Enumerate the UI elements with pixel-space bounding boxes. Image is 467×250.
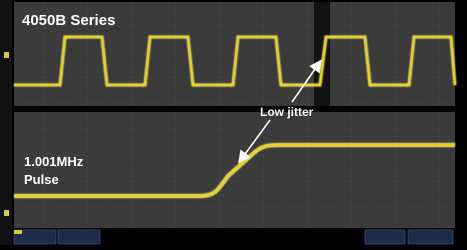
bottom-panel: 1.001MHz Pulse — [14, 112, 455, 228]
annotation-label: Low jitter — [260, 105, 314, 119]
channel-marker — [4, 210, 9, 216]
persistence-band — [314, 2, 330, 106]
pulse-label: Pulse — [24, 172, 59, 187]
panel-title: 4050B Series — [22, 12, 115, 29]
top-panel: 4050B Series — [14, 2, 455, 106]
channel-marker — [4, 52, 9, 58]
pulse-label: 1.001MHz — [24, 154, 84, 169]
side-strip — [0, 0, 12, 245]
status-bar — [12, 229, 467, 245]
oscilloscope-screen: 4050B Series 1.001MHz Pulse Low jitter — [0, 0, 467, 245]
